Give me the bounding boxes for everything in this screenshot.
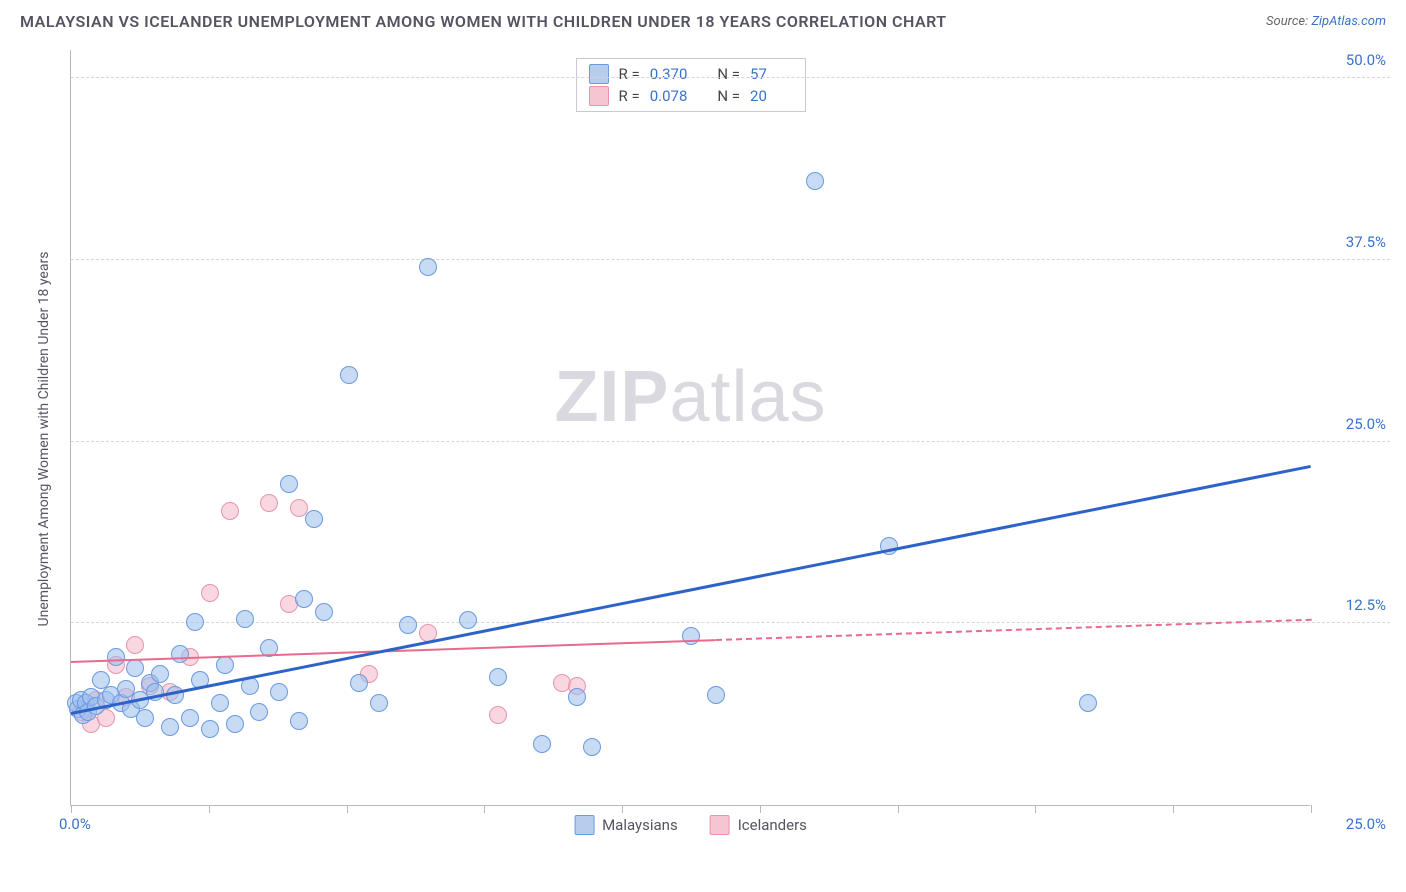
icelanders-point bbox=[221, 502, 239, 520]
gridline bbox=[71, 441, 1390, 442]
legend-correlation: R = 0.370 N = 57 R = 0.078 N = 20 bbox=[576, 58, 806, 112]
y-tick-label: 25.0% bbox=[1346, 415, 1386, 433]
malaysians-point bbox=[107, 648, 125, 666]
legend-series: Malaysians Icelanders bbox=[574, 815, 807, 835]
legend-r-value: 0.078 bbox=[650, 87, 688, 105]
malaysians-point bbox=[126, 659, 144, 677]
malaysians-point bbox=[350, 674, 368, 692]
malaysians-point bbox=[250, 703, 268, 721]
x-tick bbox=[209, 805, 210, 813]
chart-area: Unemployment Among Women with Children U… bbox=[48, 50, 1390, 828]
x-tick bbox=[71, 805, 72, 813]
malaysians-point bbox=[489, 668, 507, 686]
malaysians-point bbox=[568, 688, 586, 706]
legend-n-label: N = bbox=[717, 87, 740, 105]
malaysians-point bbox=[270, 683, 288, 701]
malaysians-point bbox=[583, 738, 601, 756]
x-tick bbox=[622, 805, 623, 813]
source-link[interactable]: ZipAtlas.com bbox=[1311, 14, 1386, 29]
gridline bbox=[71, 259, 1390, 260]
legend-series-label: Malaysians bbox=[602, 816, 678, 834]
y-tick-label: 37.5% bbox=[1346, 233, 1386, 251]
malaysians-point bbox=[236, 610, 254, 628]
legend-row: R = 0.370 N = 57 bbox=[589, 63, 793, 85]
y-tick-label: 50.0% bbox=[1346, 51, 1386, 69]
source-label: Source: bbox=[1266, 14, 1311, 29]
malaysians-point bbox=[136, 709, 154, 727]
legend-r-label: R = bbox=[619, 87, 640, 105]
x-axis-max-label: 25.0% bbox=[1346, 815, 1386, 833]
y-axis-label: Unemployment Among Women with Children U… bbox=[36, 252, 52, 627]
malaysians-point bbox=[290, 712, 308, 730]
malaysians-point bbox=[171, 645, 189, 663]
icelanders-point bbox=[126, 636, 144, 654]
malaysians-point bbox=[1079, 694, 1097, 712]
legend-n-value: 20 bbox=[750, 87, 767, 105]
malaysians-point bbox=[419, 258, 437, 276]
legend-n-label: N = bbox=[717, 65, 740, 83]
x-tick bbox=[760, 805, 761, 813]
malaysians-point bbox=[682, 627, 700, 645]
malaysians-point bbox=[707, 686, 725, 704]
malaysians-point bbox=[806, 172, 824, 190]
watermark-zip: ZIP bbox=[554, 357, 669, 437]
gridline bbox=[71, 77, 1390, 78]
legend-swatch bbox=[589, 86, 609, 106]
icelanders-point bbox=[489, 706, 507, 724]
x-axis-origin-label: 0.0% bbox=[59, 815, 91, 833]
malaysians-point bbox=[161, 718, 179, 736]
icelanders-point bbox=[260, 494, 278, 512]
legend-swatch bbox=[589, 64, 609, 84]
watermark: ZIPatlas bbox=[554, 356, 826, 438]
legend-series-item: Malaysians bbox=[574, 815, 678, 835]
malaysians-point bbox=[533, 735, 551, 753]
malaysians-point bbox=[186, 613, 204, 631]
legend-r-value: 0.370 bbox=[650, 65, 688, 83]
legend-series-item: Icelanders bbox=[710, 815, 807, 835]
x-tick bbox=[1035, 805, 1036, 813]
y-tick-label: 12.5% bbox=[1346, 596, 1386, 614]
malaysians-point bbox=[151, 665, 169, 683]
malaysians-point bbox=[459, 611, 477, 629]
chart-title: MALAYSIAN VS ICELANDER UNEMPLOYMENT AMON… bbox=[20, 12, 947, 31]
malaysians-point bbox=[280, 475, 298, 493]
legend-swatch bbox=[574, 815, 594, 835]
malaysians-trendline bbox=[71, 464, 1312, 714]
legend-series-label: Icelanders bbox=[738, 816, 807, 834]
malaysians-point bbox=[211, 694, 229, 712]
source-attribution: Source: ZipAtlas.com bbox=[1266, 14, 1386, 29]
malaysians-point bbox=[181, 709, 199, 727]
plot-area: ZIPatlas R =0.370N =57R =0.078N =20 0.0%… bbox=[70, 50, 1310, 806]
legend-r-label: R = bbox=[619, 65, 640, 83]
malaysians-point bbox=[216, 656, 234, 674]
legend-swatch bbox=[710, 815, 730, 835]
legend-n-value: 57 bbox=[750, 65, 767, 83]
malaysians-point bbox=[340, 366, 358, 384]
malaysians-point bbox=[399, 616, 417, 634]
malaysians-point bbox=[370, 694, 388, 712]
malaysians-point bbox=[315, 603, 333, 621]
icelanders-point bbox=[201, 584, 219, 602]
watermark-atlas: atlas bbox=[669, 357, 826, 437]
x-tick bbox=[898, 805, 899, 813]
malaysians-point bbox=[305, 510, 323, 528]
malaysians-point bbox=[201, 720, 219, 738]
x-tick bbox=[1173, 805, 1174, 813]
x-tick bbox=[347, 805, 348, 813]
malaysians-point bbox=[226, 715, 244, 733]
x-tick bbox=[484, 805, 485, 813]
legend-row: R = 0.078 N = 20 bbox=[589, 85, 793, 107]
x-tick bbox=[1311, 805, 1312, 813]
malaysians-point bbox=[295, 590, 313, 608]
